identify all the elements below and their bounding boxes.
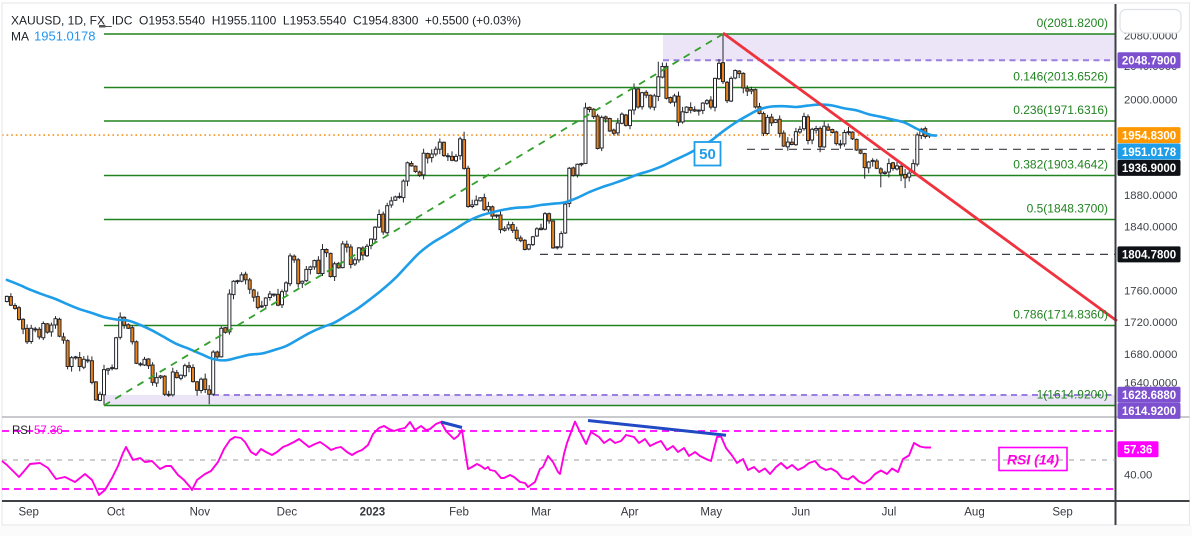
svg-text:Jul: Jul xyxy=(882,507,897,519)
svg-text:0.146(2013.6526): 0.146(2013.6526) xyxy=(1013,70,1108,84)
svg-text:Mar: Mar xyxy=(531,507,551,519)
svg-text:Nov: Nov xyxy=(190,507,211,519)
svg-text:0.786(1714.8360): 0.786(1714.8360) xyxy=(1013,308,1108,322)
svg-text:57.36: 57.36 xyxy=(1124,445,1153,457)
svg-text:0.5(1848.3700): 0.5(1848.3700) xyxy=(1027,202,1108,216)
svg-text:1951.0178: 1951.0178 xyxy=(1122,147,1177,159)
svg-text:Oct: Oct xyxy=(107,507,126,519)
svg-text:XAUUSD, 1D, FX_IDC O1953.5540: XAUUSD, 1D, FX_IDC O1953.5540 H1955.1100… xyxy=(11,14,521,28)
svg-text:0.236(1971.6316): 0.236(1971.6316) xyxy=(1013,103,1108,117)
svg-text:1804.7800: 1804.7800 xyxy=(1122,250,1176,262)
svg-text:Sep: Sep xyxy=(1052,507,1072,519)
svg-text:2048.7900: 2048.7900 xyxy=(1122,56,1176,68)
svg-text:0(2081.8200): 0(2081.8200) xyxy=(1037,16,1108,30)
svg-text:40.00: 40.00 xyxy=(1124,470,1152,482)
svg-text:1614.9200: 1614.9200 xyxy=(1122,406,1176,418)
svg-text:1628.6880: 1628.6880 xyxy=(1122,390,1176,402)
svg-text:MA: MA xyxy=(11,30,29,44)
svg-text:2000.0000: 2000.0000 xyxy=(1124,94,1177,106)
svg-text:1720.0000: 1720.0000 xyxy=(1124,317,1177,329)
svg-text:Jun: Jun xyxy=(792,507,811,519)
svg-text:1951.0178: 1951.0178 xyxy=(34,29,95,44)
svg-text:1840.0000: 1840.0000 xyxy=(1124,222,1177,234)
svg-text:RSI (14): RSI (14) xyxy=(1007,452,1059,468)
svg-text:RSI: RSI xyxy=(12,425,31,437)
svg-text:50: 50 xyxy=(699,146,716,163)
svg-text:1880.0000: 1880.0000 xyxy=(1124,190,1177,202)
svg-text:Feb: Feb xyxy=(449,507,469,519)
svg-text:1954.8300: 1954.8300 xyxy=(1122,130,1176,142)
svg-text:1640.0000: 1640.0000 xyxy=(1124,378,1177,390)
svg-text:Sep: Sep xyxy=(18,507,38,519)
svg-text:1680.0000: 1680.0000 xyxy=(1124,349,1177,361)
svg-text:57.36: 57.36 xyxy=(34,425,63,437)
svg-text:0.382(1903.4642): 0.382(1903.4642) xyxy=(1013,158,1108,172)
svg-text:Apr: Apr xyxy=(621,507,639,519)
svg-text:1936.9000: 1936.9000 xyxy=(1122,163,1176,175)
svg-text:May: May xyxy=(700,507,722,519)
svg-text:2023: 2023 xyxy=(360,507,386,519)
svg-text:1760.0000: 1760.0000 xyxy=(1124,285,1177,297)
svg-text:1(1614.9200): 1(1614.9200) xyxy=(1037,388,1108,402)
svg-text:Aug: Aug xyxy=(964,507,984,519)
svg-text:Dec: Dec xyxy=(277,507,298,519)
